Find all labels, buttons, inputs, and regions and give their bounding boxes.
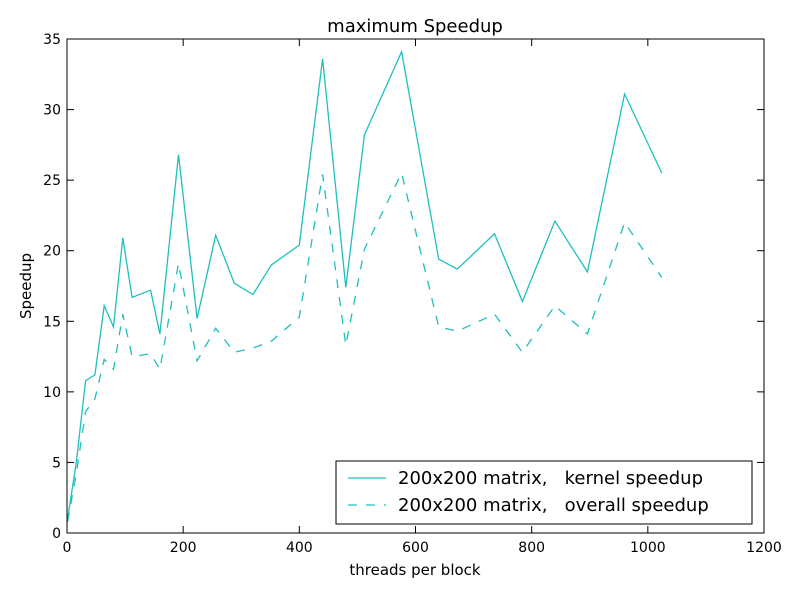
y-tick-label: 30 xyxy=(43,103,61,119)
y-tick-label: 10 xyxy=(43,385,61,401)
y-tick-label: 35 xyxy=(43,32,61,48)
x-tick-label: 1000 xyxy=(630,540,666,556)
chart-title: maximum Speedup xyxy=(327,16,503,37)
y-tick-label: 5 xyxy=(52,455,61,471)
plot-frame xyxy=(66,38,765,534)
x-tick-label: 800 xyxy=(518,540,545,556)
legend: 200x200 matrix, kernel speedup 200x200 m… xyxy=(335,460,753,525)
plot-area xyxy=(66,49,663,522)
x-tick-label: 0 xyxy=(63,540,72,556)
x-axis-label: threads per block xyxy=(349,561,481,579)
x-tick-label: 600 xyxy=(402,540,429,556)
series-line-kernel-speedup xyxy=(66,49,663,519)
y-tick-label: 15 xyxy=(43,314,61,330)
y-tick-label: 20 xyxy=(43,244,61,260)
y-axis-label: Speedup xyxy=(17,253,35,319)
x-tick-label: 1200 xyxy=(746,540,782,556)
legend-box xyxy=(335,460,753,525)
axis-ticks: 0 200 400 600 800 1000 1200 0 5 10 15 20 25 30 35 xyxy=(43,32,782,556)
y-tick-label: 0 xyxy=(52,526,61,542)
legend-label-kernel-speedup: 200x200 matrix, kernel speedup xyxy=(398,468,703,489)
y-tick-label: 25 xyxy=(43,173,61,189)
x-tick-label: 400 xyxy=(286,540,313,556)
legend-label-overall-speedup: 200x200 matrix, overall speedup xyxy=(398,495,709,516)
x-tick-label: 200 xyxy=(170,540,197,556)
